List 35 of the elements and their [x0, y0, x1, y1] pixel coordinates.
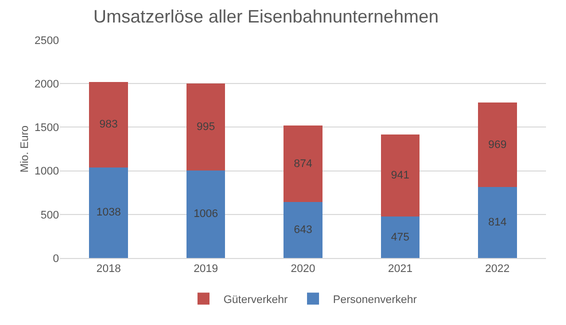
bar — [284, 126, 322, 202]
y-tick-label: 0 — [52, 252, 59, 265]
y-tick-label: 500 — [40, 209, 59, 222]
x-tick-label: 2019 — [194, 263, 218, 276]
y-tick-label: 1500 — [34, 122, 59, 134]
chart-title: Umsatzerlöse aller Eisenbahnunternehmen — [93, 6, 439, 26]
data-label: 475 — [391, 231, 410, 244]
bar — [284, 202, 322, 258]
bar — [89, 82, 128, 168]
x-tick-label: 2020 — [290, 263, 316, 276]
bar — [186, 170, 226, 258]
y-tick-label: 2000 — [34, 78, 59, 90]
bar — [186, 84, 226, 170]
data-label: 941 — [391, 170, 410, 182]
data-label: 643 — [294, 224, 312, 236]
y-tick-label: 2500 — [34, 34, 59, 47]
bar — [478, 102, 517, 188]
x-tick-label: 2021 — [388, 263, 412, 276]
bar — [478, 187, 517, 258]
y-tick-label: 1000 — [34, 166, 59, 178]
legend-label: Personenverkehr — [333, 294, 418, 306]
data-label: 983 — [99, 118, 118, 131]
x-tick-label: 2018 — [96, 263, 121, 276]
bar — [89, 167, 128, 258]
data-label: 874 — [294, 158, 312, 170]
data-label: 969 — [488, 138, 507, 151]
data-label: 1038 — [96, 206, 121, 219]
x-tick-label: 2022 — [485, 263, 510, 276]
legend-label: Güterverkehr — [224, 294, 288, 306]
data-label: 995 — [196, 120, 215, 133]
bar — [380, 216, 420, 258]
y-axis-title: Mio. Euro — [19, 125, 31, 173]
bar — [380, 134, 420, 217]
data-label: 814 — [488, 216, 507, 229]
data-label: 1006 — [194, 208, 218, 220]
